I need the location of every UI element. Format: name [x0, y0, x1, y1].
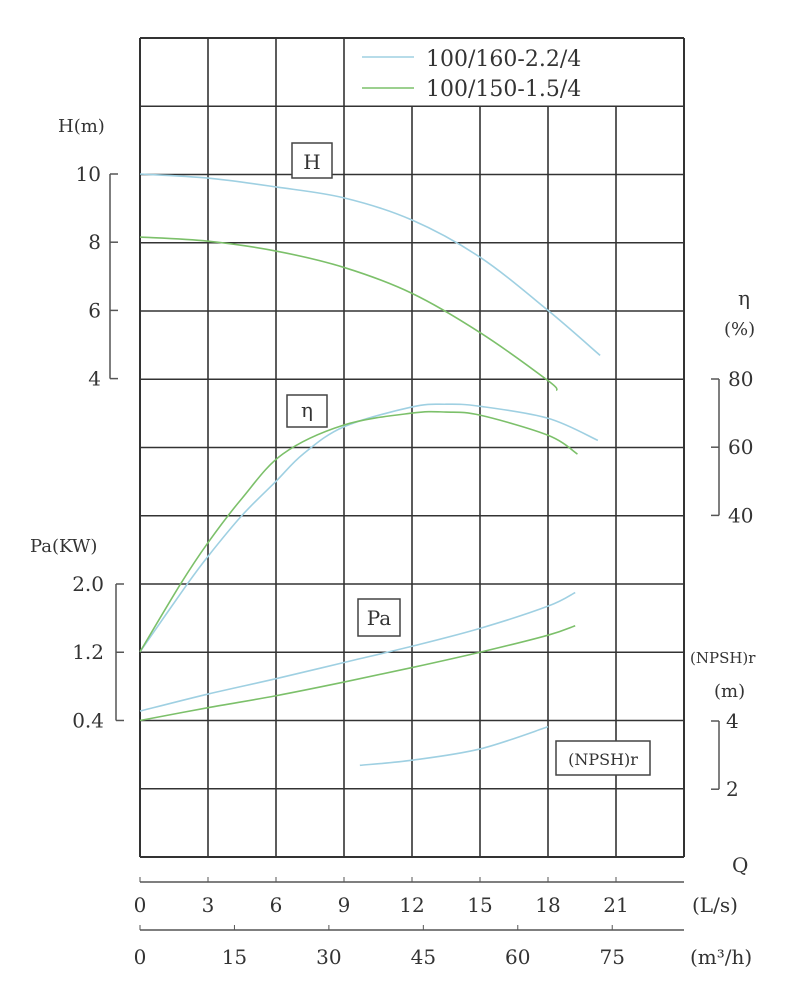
q-m3h-tick-label: 45	[411, 945, 436, 969]
eta-tick-label: 80	[728, 367, 753, 391]
pa-curve-label-box	[357, 598, 401, 637]
curve-npsh-100-160	[359, 726, 549, 767]
legend-label-0: 100/160-2.2/4	[426, 47, 581, 72]
h-axis-title: H(m)	[58, 116, 105, 137]
q-axis-title: Q	[732, 853, 748, 877]
axis-titles: H(m) η (%) Pa(KW) (NPSH)r (m) Q (L/s) (m…	[30, 116, 756, 969]
q-ls-tick-label: 15	[467, 893, 492, 917]
legend-background	[346, 40, 682, 104]
q-ls-tick-label: 12	[399, 893, 424, 917]
npsh-curve-label: (NPSH)r	[568, 750, 638, 769]
q-m3h-tick-label: 75	[599, 945, 624, 969]
legend-label-1: 100/150-1.5/4	[426, 77, 581, 102]
npsh-axis-title: (NPSH)r	[690, 649, 756, 667]
npsh-curve-label-box	[555, 740, 651, 776]
curve-eta-100-160	[139, 403, 599, 653]
pa-tick-label: 0.4	[72, 708, 104, 732]
grid	[139, 37, 685, 858]
q-ls-tick-label: 6	[270, 893, 283, 917]
q-ls-tick-label: 18	[535, 893, 560, 917]
curve-h-100-160	[139, 173, 601, 357]
h-curve-label-box	[291, 142, 333, 179]
pa-tick-label: 2.0	[72, 572, 104, 596]
eta-tick-label: 60	[728, 435, 753, 459]
h-tick-label: 8	[88, 230, 101, 254]
q-ls-tick-label: 3	[202, 893, 215, 917]
curve-pa-100-160	[139, 591, 576, 712]
q-m3h-tick-label: 60	[505, 945, 530, 969]
curve-pa-100-150	[139, 625, 576, 722]
h-tick-label: 6	[88, 298, 101, 322]
legend: 100/160-2.2/4 100/150-1.5/4	[346, 40, 682, 104]
curves	[139, 173, 601, 767]
h-tick-label: 10	[76, 162, 101, 186]
curve-labels: H η Pa (NPSH)r	[286, 142, 651, 776]
eta-axis-title: η	[738, 286, 750, 310]
curve-h-100-150	[139, 236, 558, 392]
eta-tick-label: 40	[728, 503, 753, 527]
q-ls-tick-label: 9	[338, 893, 351, 917]
pa-axis-title: Pa(KW)	[30, 536, 97, 557]
pa-curve-label: Pa	[367, 606, 392, 630]
q-m3h-tick-label: 30	[316, 945, 341, 969]
q-axis-unit-ls: (L/s)	[692, 893, 738, 917]
eta-curve-label: η	[301, 398, 313, 422]
q-m3h-tick-label: 0	[134, 945, 147, 969]
axes: 0 3 6 9 12 15 18 21 0 15 30 45 60 75 10 8 6 4 2.0 1.2 0.4 80 6…	[72, 162, 753, 969]
q-ls-tick-label: 21	[603, 893, 628, 917]
npsh-tick-label: 4	[726, 709, 739, 733]
eta-curve-label-box	[286, 394, 328, 428]
npsh-axis-unit: (m)	[714, 681, 745, 702]
npsh-tick-label: 2	[726, 777, 739, 801]
q-axis-unit-m3h: (m³/h)	[690, 945, 752, 969]
h-curve-label: H	[303, 150, 320, 174]
h-tick-label: 4	[88, 367, 101, 391]
curve-eta-100-150	[139, 410, 578, 653]
eta-axis-unit: (%)	[724, 319, 755, 340]
q-m3h-tick-label: 15	[222, 945, 247, 969]
pa-tick-label: 1.2	[72, 640, 104, 664]
q-ls-tick-label: 0	[134, 893, 147, 917]
